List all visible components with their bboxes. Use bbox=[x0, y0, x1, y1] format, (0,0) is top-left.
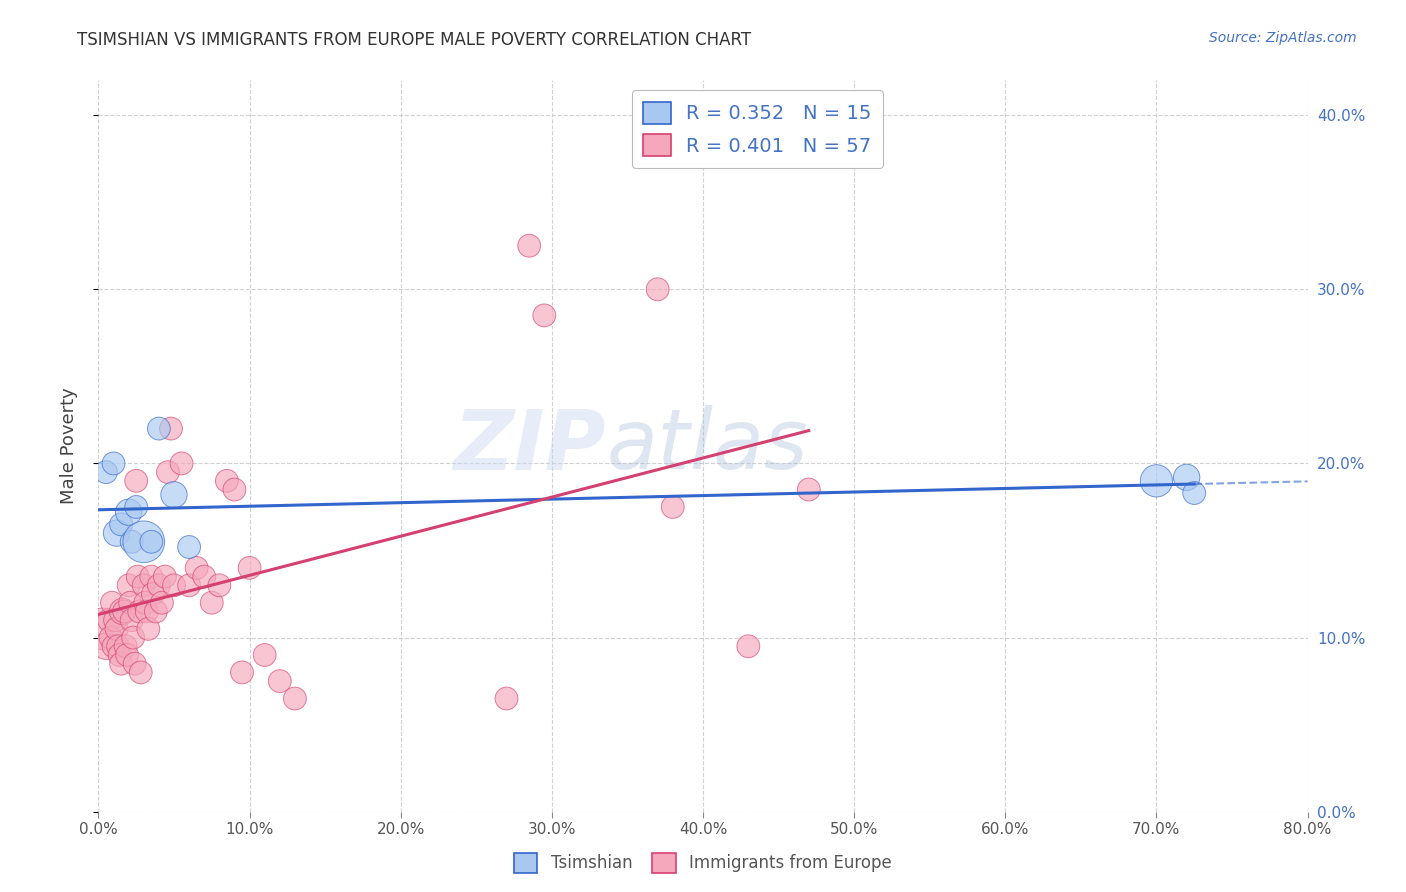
Legend: R = 0.352   N = 15, R = 0.401   N = 57: R = 0.352 N = 15, R = 0.401 N = 57 bbox=[631, 90, 883, 168]
Text: TSIMSHIAN VS IMMIGRANTS FROM EUROPE MALE POVERTY CORRELATION CHART: TSIMSHIAN VS IMMIGRANTS FROM EUROPE MALE… bbox=[77, 31, 751, 49]
Point bbox=[153, 569, 176, 583]
Point bbox=[125, 500, 148, 514]
Point bbox=[145, 604, 167, 618]
Point bbox=[121, 613, 143, 627]
Point bbox=[215, 474, 238, 488]
Point bbox=[647, 282, 669, 296]
Text: ZIP: ZIP bbox=[454, 406, 606, 486]
Point bbox=[105, 622, 128, 636]
Point bbox=[103, 457, 125, 471]
Point bbox=[148, 421, 170, 435]
Point bbox=[224, 483, 246, 497]
Point bbox=[111, 604, 134, 618]
Point bbox=[179, 578, 201, 592]
Point bbox=[107, 640, 129, 654]
Point bbox=[110, 657, 132, 671]
Point bbox=[208, 578, 231, 592]
Point bbox=[120, 596, 142, 610]
Point bbox=[201, 596, 224, 610]
Point bbox=[129, 665, 152, 680]
Point bbox=[148, 578, 170, 592]
Point bbox=[186, 561, 208, 575]
Text: atlas: atlas bbox=[606, 406, 808, 486]
Point bbox=[118, 578, 141, 592]
Point bbox=[163, 578, 186, 592]
Point bbox=[135, 604, 157, 618]
Point bbox=[141, 534, 163, 549]
Point bbox=[517, 238, 540, 252]
Point bbox=[136, 622, 159, 636]
Point bbox=[98, 613, 121, 627]
Point bbox=[115, 648, 138, 662]
Point bbox=[142, 587, 165, 601]
Legend: Tsimshian, Immigrants from Europe: Tsimshian, Immigrants from Europe bbox=[508, 847, 898, 880]
Point bbox=[112, 604, 135, 618]
Point bbox=[110, 517, 132, 532]
Point bbox=[132, 534, 155, 549]
Point bbox=[121, 534, 143, 549]
Point bbox=[127, 569, 149, 583]
Point bbox=[128, 604, 150, 618]
Point bbox=[124, 657, 146, 671]
Point bbox=[797, 483, 820, 497]
Point bbox=[100, 631, 122, 645]
Point bbox=[156, 465, 179, 479]
Point bbox=[1144, 474, 1167, 488]
Point bbox=[108, 648, 131, 662]
Point bbox=[104, 613, 127, 627]
Point bbox=[269, 674, 291, 689]
Point bbox=[118, 505, 141, 519]
Point bbox=[105, 526, 128, 541]
Point bbox=[122, 631, 145, 645]
Point bbox=[94, 640, 117, 654]
Point bbox=[150, 596, 173, 610]
Point bbox=[170, 457, 193, 471]
Point bbox=[103, 640, 125, 654]
Point bbox=[94, 465, 117, 479]
Point bbox=[132, 578, 155, 592]
Point bbox=[533, 309, 555, 323]
Point bbox=[125, 474, 148, 488]
Point bbox=[737, 640, 759, 654]
Point bbox=[179, 540, 201, 554]
Point bbox=[91, 622, 114, 636]
Point bbox=[160, 421, 183, 435]
Point bbox=[141, 569, 163, 583]
Point bbox=[101, 596, 124, 610]
Text: Source: ZipAtlas.com: Source: ZipAtlas.com bbox=[1209, 31, 1357, 45]
Point bbox=[284, 691, 307, 706]
Point bbox=[661, 500, 683, 514]
Point bbox=[134, 596, 156, 610]
Point bbox=[231, 665, 253, 680]
Point bbox=[193, 569, 215, 583]
Point bbox=[163, 488, 186, 502]
Point bbox=[1175, 470, 1198, 484]
Y-axis label: Male Poverty: Male Poverty bbox=[59, 388, 77, 504]
Point bbox=[114, 640, 136, 654]
Point bbox=[1182, 486, 1205, 500]
Point bbox=[253, 648, 276, 662]
Point bbox=[495, 691, 517, 706]
Point bbox=[239, 561, 262, 575]
